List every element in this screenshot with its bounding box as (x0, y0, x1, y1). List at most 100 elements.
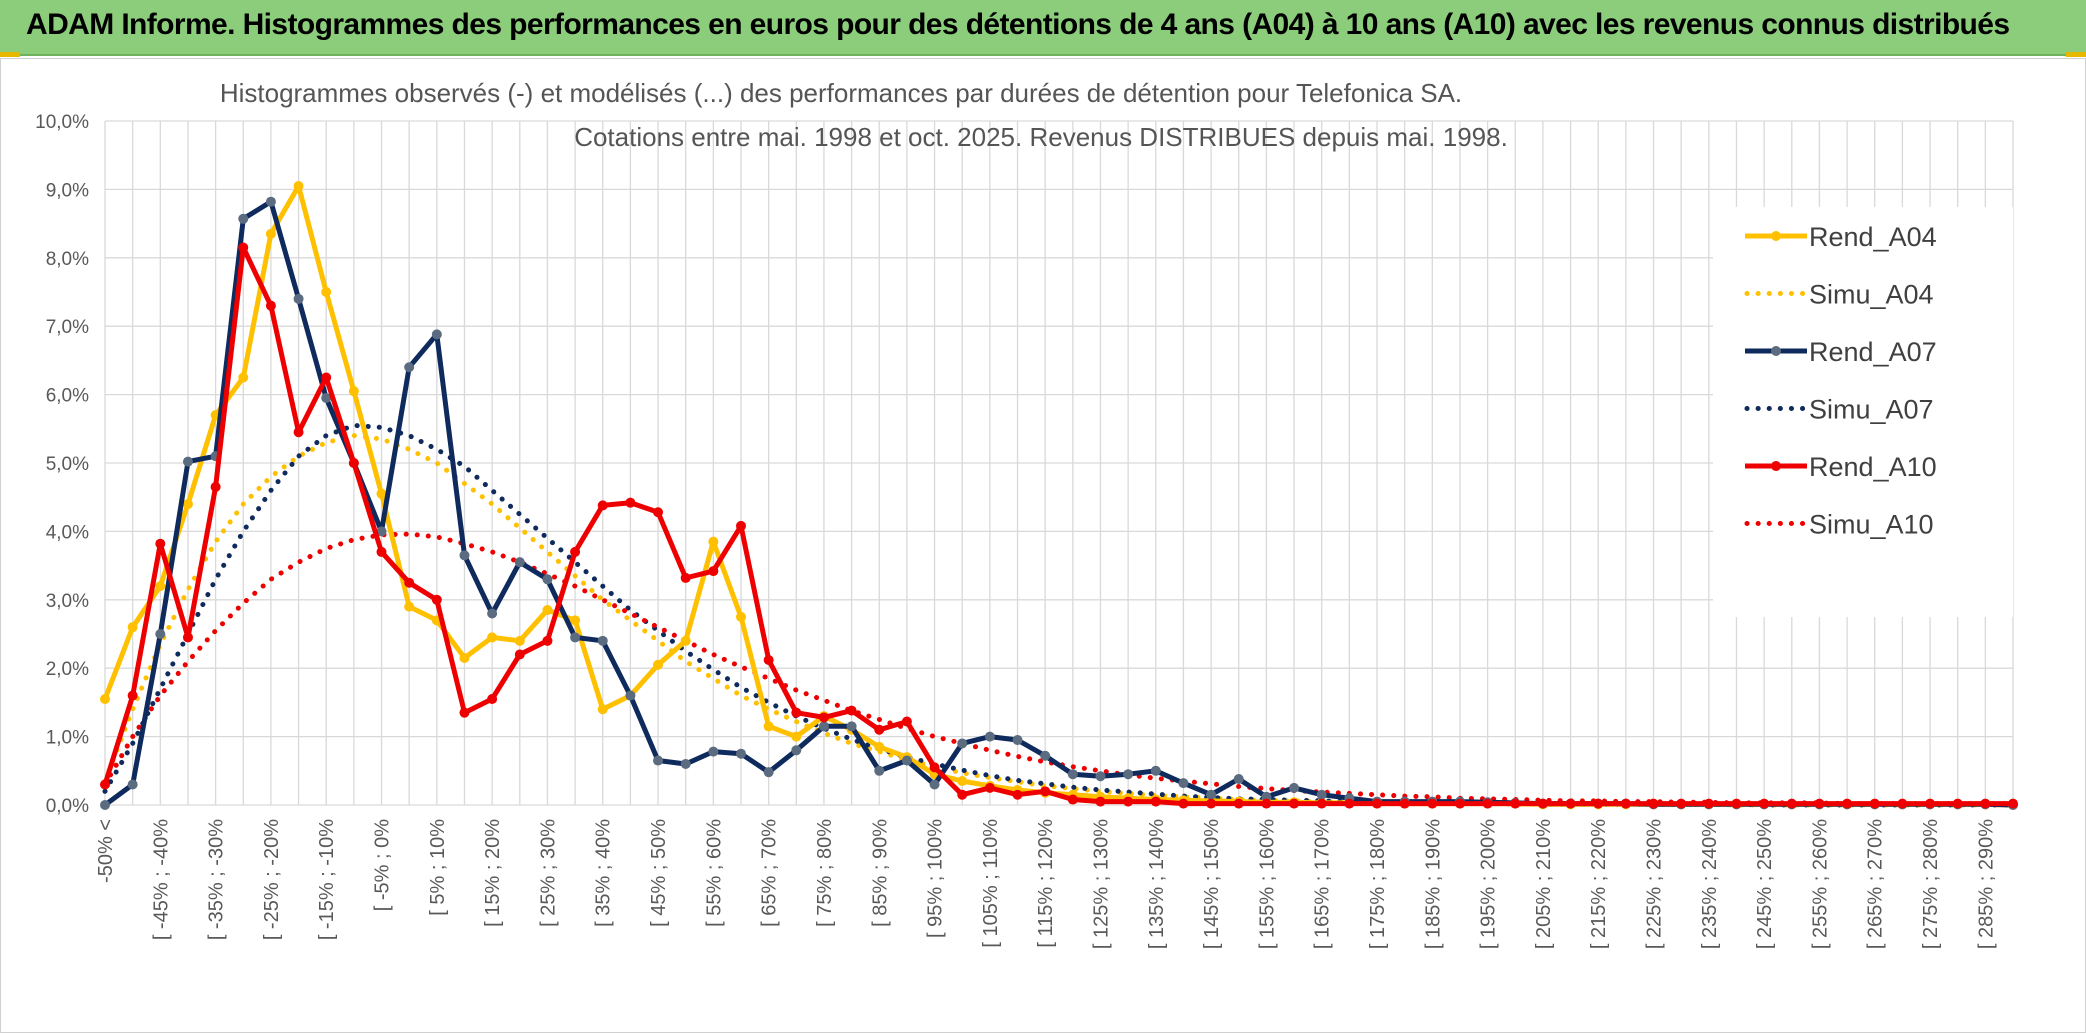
data-point (487, 693, 498, 704)
x-tick-label: [ 275% ; 280% (1920, 819, 1942, 949)
data-point (708, 536, 719, 547)
y-tick-label: 3,0% (46, 591, 89, 612)
data-point (1593, 798, 1604, 809)
legend-label: Rend_A10 (1809, 452, 1937, 482)
data-point (597, 704, 608, 715)
data-point (1565, 798, 1576, 809)
data-point (1925, 798, 1936, 809)
data-point (874, 724, 885, 735)
x-tick-label: [ -25% ; -20% (261, 819, 283, 940)
data-point (1427, 798, 1438, 809)
data-point (265, 228, 276, 239)
data-point (680, 635, 691, 646)
x-tick-label: [ 125% ; 130% (1090, 819, 1112, 949)
data-point (653, 507, 664, 518)
x-tick-label: [ 55% ; 60% (703, 819, 725, 927)
data-point (459, 652, 470, 663)
data-point (763, 654, 774, 665)
x-tick-label: [ 145% ; 150% (1201, 819, 1223, 949)
x-tick-label: [ 35% ; 40% (593, 819, 615, 927)
data-point (597, 500, 608, 511)
data-point (238, 372, 249, 383)
data-point (929, 779, 940, 790)
x-tick-label: [ 205% ; 210% (1533, 819, 1555, 949)
data-point (1233, 798, 1244, 809)
y-tick-label: 9,0% (46, 180, 89, 201)
data-point (376, 546, 387, 557)
data-point (1040, 750, 1051, 761)
data-point (680, 572, 691, 583)
data-point (487, 632, 498, 643)
y-tick-label: 2,0% (46, 659, 89, 680)
data-point (1316, 798, 1327, 809)
series-Rend_A10 (100, 242, 2018, 809)
report-banner: ADAM Informe. Histogrammes des performan… (0, 0, 2086, 56)
data-point (984, 731, 995, 742)
data-point (791, 745, 802, 756)
data-point (1814, 798, 1825, 809)
report-title: ADAM Informe. Histogrammes des performan… (26, 8, 2010, 41)
data-point (1399, 798, 1410, 809)
chart-title-line-2: Cotations entre mai. 1998 et oct. 2025. … (574, 122, 1508, 152)
data-point (1482, 798, 1493, 809)
data-point (1206, 798, 1217, 809)
data-point (846, 705, 857, 716)
data-point (1095, 771, 1106, 782)
data-point (321, 393, 332, 404)
data-point (1206, 789, 1217, 800)
data-point (1261, 798, 1272, 809)
data-point (1372, 798, 1382, 809)
histogram-chart: Histogrammes observés (-) et modélisés (… (35, 78, 2018, 949)
x-tick-label: [ -15% ; -10% (316, 819, 338, 940)
x-tick-label: [ 45% ; 50% (648, 819, 670, 927)
data-point (901, 716, 912, 727)
data-point (127, 690, 138, 701)
data-point (846, 721, 857, 732)
chart-title-line-1: Histogrammes observés (-) et modélisés (… (220, 78, 1462, 108)
x-tick-label: [ -35% ; -30% (206, 819, 228, 940)
data-point (265, 300, 276, 311)
chart-area: Histogrammes observés (-) et modélisés (… (0, 58, 2086, 1033)
x-tick-label: [ 225% ; 230% (1644, 819, 1666, 949)
x-tick-label: [ -45% ; -40% (150, 819, 172, 940)
x-tick-label: [ 255% ; 260% (1809, 819, 1831, 949)
data-point (1289, 782, 1300, 793)
data-point (1178, 798, 1189, 809)
x-axis-ticks: -50% < [ -45% ; -40% [ -35% ; -30% [ -25% ;… (95, 819, 1997, 949)
data-point (874, 765, 885, 776)
data-point (653, 755, 664, 766)
x-tick-label: [ 85% ; 90% (869, 819, 891, 927)
data-point (155, 629, 166, 639)
data-point (238, 213, 249, 224)
x-tick-label: [ 245% ; 250% (1754, 819, 1776, 949)
data-point (1067, 794, 1078, 805)
data-point (1620, 798, 1631, 809)
data-point (1454, 798, 1465, 809)
data-point (265, 196, 276, 207)
data-point (570, 546, 581, 557)
data-point (404, 601, 415, 612)
data-point (2008, 798, 2018, 809)
data-point (957, 776, 968, 787)
corner-accent-right (2066, 52, 2086, 57)
legend: Rend_A04 Simu_A04 Rend_A07 Simu_A07 Rend_A10… (1713, 207, 2013, 617)
data-point (100, 800, 110, 810)
data-point (1012, 789, 1023, 800)
x-tick-label: [ 215% ; 220% (1588, 819, 1610, 949)
x-tick-label: [ 185% ; 190% (1422, 819, 1444, 949)
data-point (625, 497, 636, 508)
legend-item-Simu_A04: Simu_A04 (1744, 280, 1934, 310)
x-tick-label: [ 5% ; 10% (427, 819, 449, 916)
data-point (1648, 798, 1659, 809)
data-point (1123, 769, 1134, 780)
data-point (182, 632, 193, 643)
data-point (1178, 778, 1189, 789)
data-point (542, 574, 553, 585)
y-tick-label: 0,0% (46, 796, 89, 817)
data-point (1012, 735, 1023, 746)
data-point (957, 789, 968, 800)
data-point (1731, 798, 1742, 809)
data-point (570, 632, 581, 643)
x-tick-label: [ 25% ; 30% (537, 819, 559, 927)
chart-title: Histogrammes observés (-) et modélisés (… (220, 78, 1508, 152)
